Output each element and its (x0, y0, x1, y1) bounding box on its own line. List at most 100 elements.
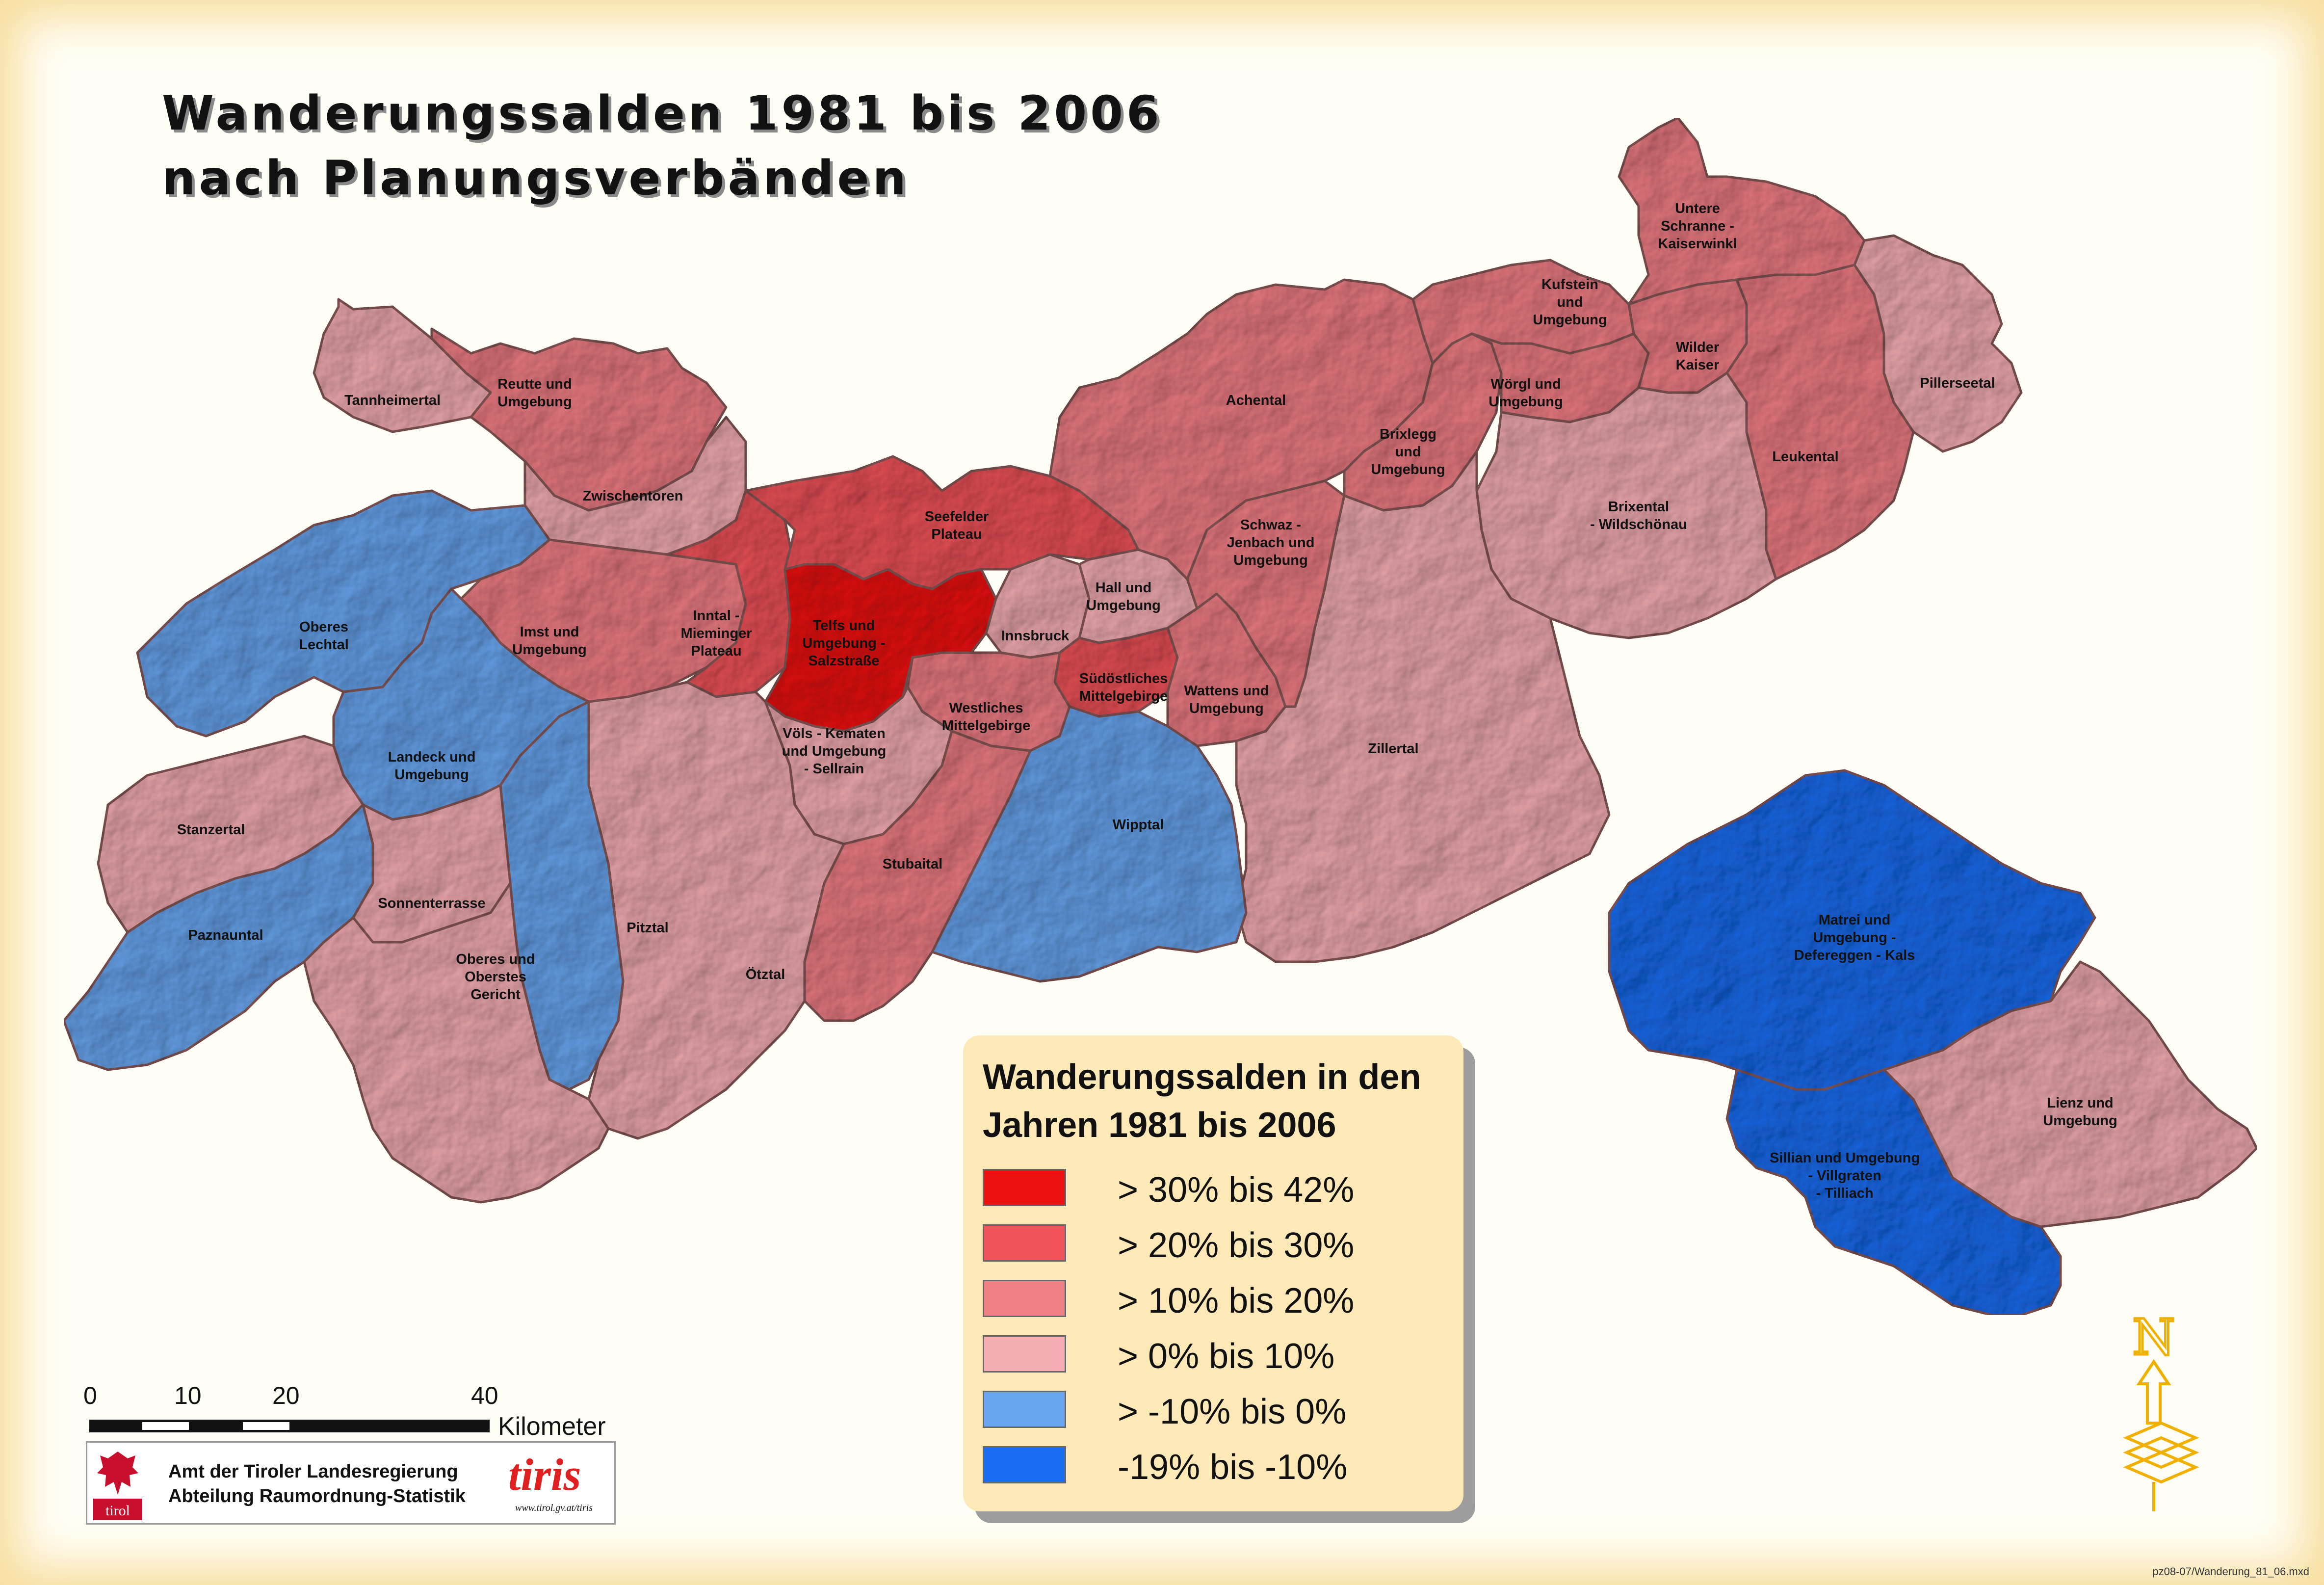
region-label-line: Wilder (1676, 340, 1719, 355)
legend-label: > 0% bis 10% (1118, 1337, 1335, 1376)
region-label-line: Umgebung (394, 767, 469, 783)
region-matrei (1608, 769, 2096, 1091)
scale-tick-label: 0 (83, 1382, 97, 1409)
region-label-stanzertal: Stanzertal (177, 822, 245, 838)
region-label-line: Jenbach und (1227, 535, 1315, 551)
region-label-line: Oberes und (456, 951, 535, 967)
region-label-line: Umgebung (2043, 1113, 2117, 1129)
region-label-inntal-mieminger: Inntal - Mieminger Plateau (680, 608, 752, 659)
region-oberes-oberstes (303, 882, 610, 1204)
legend-item: > 30% bis 42% (983, 1169, 1454, 1210)
region-label-line: Pillerseetal (1920, 375, 1995, 391)
legend-swatch (983, 1280, 1066, 1317)
tiris-url: www.tirol.gv.at/tiris (515, 1503, 593, 1513)
region-label-line: Matrei und (1819, 912, 1891, 928)
region-label-zwischentoren: Zwischentoren (583, 488, 683, 504)
region-label-line: - Wildschönau (1590, 517, 1687, 532)
file-id: pz08-07/Wanderung_81_06.mxd (2152, 1565, 2309, 1578)
tiris-logo: tiris (508, 1450, 581, 1500)
region-label-imst: Imst und Umgebung (512, 624, 586, 658)
region-label-telfs: Telfs und Umgebung - Salzstraße (802, 618, 885, 669)
region-label-line: Imst und (520, 624, 579, 640)
region-label-leukental: Leukental (1772, 449, 1838, 465)
scale-tick-label: 20 (272, 1382, 300, 1409)
region-reutte (430, 327, 728, 512)
region-label-line: Salzstraße (808, 653, 879, 669)
legend-item: -19% bis -10% (983, 1446, 1454, 1487)
region-label-wattens: Wattens und Umgebung (1184, 683, 1269, 716)
region-label-line: Seefelder (925, 509, 989, 525)
region-label-untere-schranne: Untere Schranne - Kaiserwinkl (1658, 201, 1737, 252)
region-label-line: Völs - Kematen (783, 726, 886, 741)
region-label-woergl: Wörgl und Umgebung (1488, 376, 1563, 410)
region-oberes-lechtal (136, 489, 551, 738)
region-label-line: Ötztal (746, 966, 785, 982)
region-label-oberes-oberstes: Oberes und Oberstes Gericht (456, 951, 535, 1003)
region-label-line: Oberes (299, 619, 348, 635)
region-label-line: Schwaz - (1240, 517, 1301, 533)
region-label-line: - Tilliach (1816, 1186, 1873, 1201)
region-label-line: Umgebung (1371, 462, 1445, 477)
region-label-line: Umgebung (1233, 553, 1307, 568)
credit-line-1: Amt der Tiroler Landesregierung (168, 1461, 458, 1482)
scale-segment (140, 1420, 191, 1432)
region-label-line: Stanzertal (177, 822, 245, 838)
region-label-line: Umgebung (497, 394, 572, 410)
legend-swatch (983, 1391, 1066, 1428)
region-label-line: Wörgl und (1490, 376, 1561, 392)
region-label-innsbruck: Innsbruck (1001, 628, 1070, 644)
legend-label: > 10% bis 20% (1118, 1281, 1355, 1321)
region-label-oetztal: Ötztal (746, 966, 785, 982)
legend-item: > -10% bis 0% (983, 1391, 1454, 1431)
region-label-paznauntal: Paznauntal (188, 927, 263, 943)
region-label-line: Achental (1226, 393, 1286, 408)
region-zillertal (1235, 450, 1611, 963)
region-label-line: Zwischentoren (583, 488, 683, 504)
region-label-line: Lienz und (2047, 1095, 2113, 1111)
scale-segment (291, 1420, 490, 1432)
region-label-line: Telfs und (813, 618, 875, 634)
region-label-line: Landeck und (388, 749, 476, 765)
region-label-line: - Villgraten (1808, 1168, 1881, 1184)
legend-title: Wanderungssalden in den Jahren 1981 bis … (983, 1053, 1421, 1149)
title-line-1: Wanderungssalden 1981 bis 2006 (162, 86, 1163, 141)
credit-line-2: Abteilung Raumordnung-Statistik (168, 1486, 466, 1506)
region-label-voels: Völs - Kematen und Umgebung - Sellrain (782, 726, 887, 777)
legend-swatch (983, 1224, 1066, 1262)
credits-box: tirol Amt der Tiroler Landesregierung Ab… (86, 1441, 616, 1525)
region-label-line: Kaiser (1676, 357, 1720, 373)
north-arrow-icon: N (2123, 1310, 2199, 1511)
region-label-line: und (1557, 294, 1583, 310)
region-label-kufstein: Kufstein und Umgebung (1533, 277, 1607, 328)
region-label-line: Schranne - (1661, 218, 1734, 234)
region-label-line: Umgebung (512, 642, 586, 658)
legend: Wanderungssalden in den Jahren 1981 bis … (963, 1035, 1463, 1511)
title-line-2: nach Planungsverbänden (162, 151, 910, 206)
legend-swatch (983, 1335, 1066, 1373)
region-label-westliches: Westliches Mittelgebirge (942, 700, 1030, 734)
region-label-line: Reutte und (497, 376, 572, 392)
region-label-sillian: Sillian und Umgebung - Villgraten - Tillia… (1770, 1150, 1920, 1201)
region-label-line: Plateau (691, 643, 741, 659)
region-label-line: Hall und (1096, 580, 1151, 596)
scale-tick-label: 10 (174, 1382, 202, 1409)
region-lienz (1882, 960, 2258, 1228)
region-label-schwaz: Schwaz - Jenbach und Umgebung (1227, 517, 1315, 568)
region-label-matrei: Matrei und Umgebung - Defereggen - Kals (1794, 912, 1915, 963)
region-label-line: Stubaital (883, 856, 942, 872)
region-label-line: Kaiserwinkl (1658, 236, 1737, 252)
region-label-brixental: Brixental - Wildschönau (1590, 499, 1687, 532)
region-label-line: Westliches (949, 700, 1023, 716)
region-label-line: Umgebung - (1813, 930, 1896, 946)
region-label-line: Brixental (1608, 499, 1669, 515)
region-label-line: Oberstes (465, 969, 526, 985)
region-label-line: Südöstliches (1079, 671, 1168, 687)
region-label-brixlegg: Brixlegg und Umgebung (1371, 426, 1445, 477)
region-label-line: - Sellrain (804, 761, 864, 777)
region-label-seefelder: Seefelder Plateau (925, 509, 989, 542)
legend-swatch (983, 1169, 1066, 1206)
region-label-line: Wattens und (1184, 683, 1269, 699)
region-label-line: Umgebung (1086, 598, 1160, 613)
legend-title-line-2: Jahren 1981 bis 2006 (983, 1106, 1336, 1145)
region-label-line: Kufstein (1541, 277, 1598, 292)
